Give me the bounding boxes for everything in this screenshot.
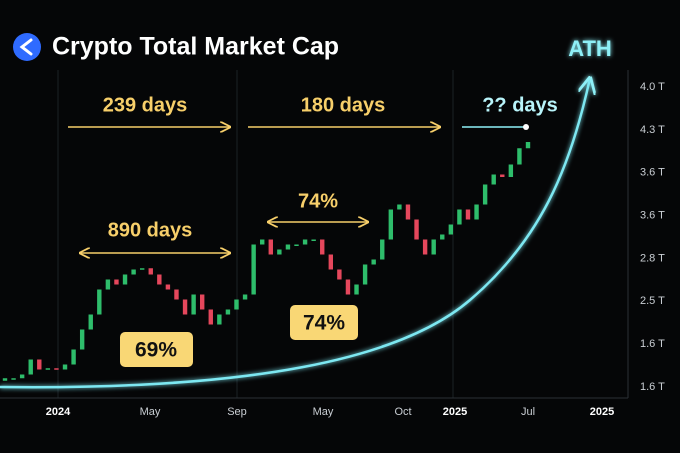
candle-body — [397, 204, 402, 210]
annotation: 74% — [298, 190, 338, 212]
candle-body — [217, 314, 222, 325]
candle-body — [311, 239, 316, 241]
candle-body — [302, 239, 308, 245]
y-axis-label: 1.6 T — [640, 381, 665, 393]
y-axis-label: 4.0 T — [640, 81, 665, 93]
candle-body — [174, 289, 179, 300]
candle-body — [251, 244, 256, 295]
x-axis-label: 2025 — [590, 406, 614, 418]
y-axis-label: 4.3 T — [640, 124, 665, 136]
candle-body — [234, 299, 239, 310]
candle-body — [19, 374, 25, 379]
candle-body — [11, 378, 16, 380]
candle-body — [362, 264, 368, 285]
y-axis-label: 2.8 T — [640, 252, 665, 264]
candle-body — [97, 289, 102, 315]
logo — [13, 33, 41, 61]
axes: 4.0 T 4.3 T 3.6 T 3.6 T 2.8 T 2.5 T 1.6 T 1.6 T… — [46, 81, 665, 418]
x-axis-label: May — [313, 406, 334, 418]
annotation: 239 days — [103, 94, 188, 116]
x-axis-label: May — [140, 406, 161, 418]
annotation: ?? days — [482, 94, 558, 116]
candle-body — [88, 314, 93, 330]
candle-body — [525, 142, 531, 149]
y-axis-label: 3.6 T — [640, 209, 665, 221]
candle-body — [71, 349, 76, 365]
candle-body — [294, 244, 299, 246]
annotation: 890 days — [108, 219, 193, 241]
logo-mark — [19, 38, 33, 56]
candle-body — [225, 309, 231, 315]
y-axis-label: 3.6 T — [640, 167, 665, 179]
candle-body — [380, 239, 385, 260]
title: Crypto Total Market Cap — [52, 33, 339, 61]
x-axis-label: 2025 — [443, 406, 467, 418]
candle-body — [414, 219, 419, 240]
ath-curve — [0, 78, 590, 389]
candle-body — [422, 239, 428, 255]
annotation: 180 days — [301, 94, 386, 116]
candle-body — [431, 239, 436, 255]
x-axis-label: Sep — [227, 406, 247, 418]
candle-body — [491, 174, 496, 185]
candle-body — [114, 279, 119, 285]
badge — [120, 332, 193, 367]
candle-body — [191, 294, 196, 315]
y-axis-label: 1.6 T — [640, 338, 665, 350]
badge-label: 74% — [303, 312, 345, 335]
candle-body — [131, 269, 136, 275]
arrow-dot — [523, 124, 529, 130]
candle-body — [405, 204, 411, 220]
candle-body — [165, 284, 171, 290]
candle-body — [182, 299, 188, 315]
candle-body — [440, 234, 445, 240]
candle-body — [354, 284, 359, 295]
badge-label: 69% — [135, 339, 177, 362]
x-axis-label: 2024 — [46, 406, 71, 418]
candle-body — [482, 184, 488, 205]
candle-body — [28, 359, 33, 375]
candle-body — [208, 309, 213, 325]
candle-body — [371, 259, 376, 265]
candle-body — [448, 224, 454, 235]
candle-body — [37, 359, 42, 370]
candle-body — [337, 269, 342, 280]
candle-body — [500, 174, 505, 177]
candle-body — [45, 368, 51, 370]
candle-body — [242, 294, 248, 300]
candle-body — [105, 279, 111, 290]
candle-body — [457, 209, 462, 225]
candle-body — [285, 244, 291, 250]
x-axis-label: Jul — [521, 406, 535, 418]
candle-body — [268, 239, 273, 255]
candle-body — [157, 274, 162, 285]
candle-body — [62, 364, 68, 370]
candle-body — [2, 378, 8, 381]
candle-body — [345, 279, 351, 295]
candle-body — [260, 239, 265, 245]
ath-label: ATH — [568, 36, 612, 61]
candle-body — [122, 274, 128, 285]
candle-body — [517, 148, 522, 165]
candle-body — [465, 209, 471, 220]
y-axis-label: 2.5 T — [640, 295, 665, 307]
x-axis-label: Oct — [394, 406, 411, 418]
candle-body — [388, 209, 394, 240]
candle-body — [474, 204, 479, 220]
badge — [290, 305, 358, 340]
candles — [2, 142, 531, 381]
candle-body — [199, 294, 205, 310]
candle-body — [277, 249, 282, 255]
candle-body — [148, 268, 153, 275]
candle-body — [508, 164, 514, 177]
candle-body — [79, 329, 85, 350]
candle-body — [320, 239, 325, 255]
candle-body — [54, 368, 59, 370]
candle-body — [328, 254, 334, 270]
candle-body — [139, 268, 145, 270]
